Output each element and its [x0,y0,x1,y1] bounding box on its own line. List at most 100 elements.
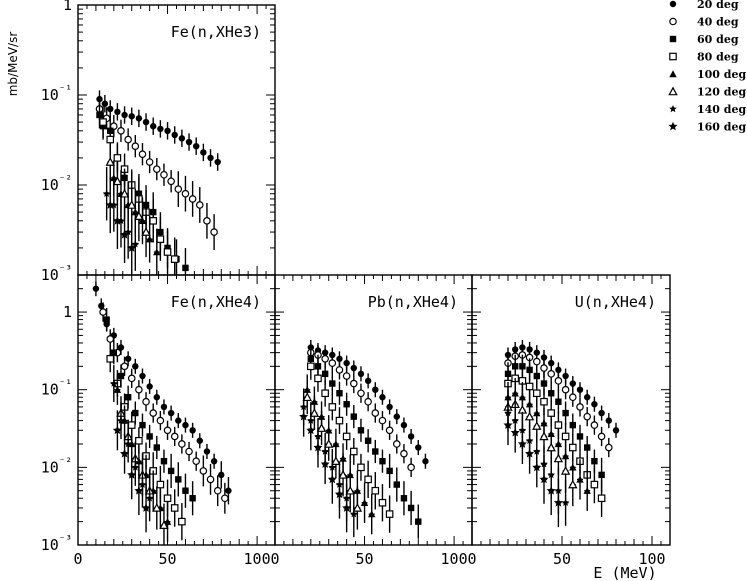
data-point [532,357,541,366]
data-point [124,394,132,401]
data-point [185,138,193,146]
data-point [135,436,143,445]
data-point [357,370,365,378]
data-point [539,474,549,484]
data-point [357,463,365,472]
y-axis-title: mb/MeV/sr [6,32,20,97]
data-point [407,433,415,440]
data-point [139,421,146,429]
series-filled-square [103,307,196,516]
data-point [331,456,341,466]
data-point [156,235,165,243]
data-point [210,458,218,465]
data-point [102,189,111,197]
data-point [127,374,136,383]
data-point [113,154,122,162]
data-point [160,458,168,465]
data-point [321,354,329,363]
data-point [540,397,548,406]
data-point [597,432,606,441]
data-point [175,417,182,424]
data-point [605,417,612,424]
x-tick-label: 0 [73,550,82,568]
x-tick-label: 0 [270,550,279,568]
x-tick-label: 50 [553,550,571,568]
data-point [569,421,576,429]
data-point [350,510,358,518]
data-point [150,123,157,130]
data-point [218,471,225,479]
data-point [591,401,598,408]
data-point [307,362,315,371]
data-point [189,427,196,434]
x-tick-label: 100 [638,550,665,568]
legend-marker [669,17,677,26]
data-point [145,158,154,166]
data-point [163,426,172,435]
data-point [302,392,312,402]
data-point [540,364,548,372]
data-point [200,149,207,156]
legend-label: 140 deg [697,103,746,116]
data-point [378,498,387,507]
data-point [386,403,393,411]
data-point [604,443,613,452]
series-filled-star-large [503,405,563,528]
data-point [393,413,400,420]
series-filled-circle [96,90,221,171]
data-point [146,433,153,440]
data-point [334,489,345,499]
data-point [364,437,372,444]
series-open-circle [307,343,415,477]
data-point [178,517,186,526]
data-point [561,385,570,394]
data-point [554,377,563,385]
data-point [221,494,229,503]
data-point [343,401,350,408]
data-point [178,135,186,142]
series-filled-star [102,167,140,271]
data-point [532,389,541,398]
data-point [328,359,337,367]
data-point [101,100,109,107]
data-point [156,416,165,425]
data-point [138,480,147,488]
data-point [598,409,605,417]
data-point [182,487,189,494]
data-point [124,439,132,448]
data-point [141,503,151,512]
series-open-square [307,352,394,533]
data-point [105,157,115,166]
data-point [195,201,204,209]
data-point [568,443,577,452]
data-point [174,185,183,193]
data-point [379,458,386,465]
data-point [103,316,110,323]
data-point [569,380,576,387]
data-point [517,439,527,448]
data-point [328,403,337,411]
data-point [583,412,592,421]
data-point [170,255,179,263]
data-point [181,189,190,198]
data-point [153,165,161,173]
data-point [128,113,135,120]
data-point [332,440,340,448]
x-axis-title: E (MeV) [593,564,656,581]
data-point [336,390,343,397]
data-point [153,248,161,256]
data-point [532,421,542,430]
data-point [106,354,115,363]
data-point [364,397,372,406]
data-point [386,467,393,475]
data-point [110,349,118,356]
x-tick-label: 100 [441,550,468,568]
data-point [92,285,100,292]
data-point [378,416,387,425]
data-point [145,235,154,243]
legend-label: 40 deg [697,16,739,29]
data-point [153,444,160,451]
data-point [114,108,121,116]
data-point [350,447,358,456]
